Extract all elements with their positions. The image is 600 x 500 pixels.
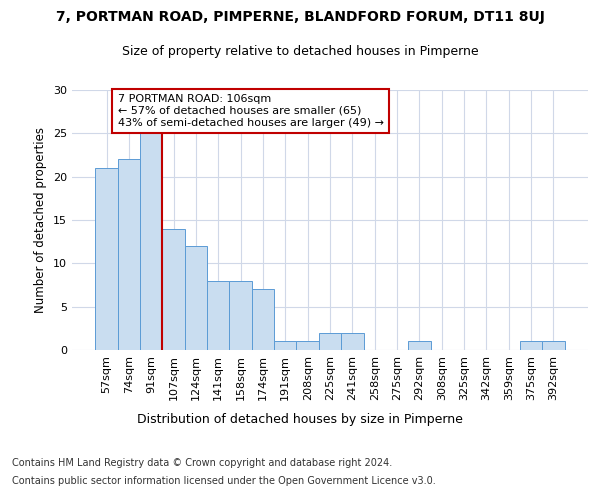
Bar xyxy=(229,280,252,350)
Bar xyxy=(185,246,207,350)
Bar xyxy=(207,280,229,350)
Text: Distribution of detached houses by size in Pimperne: Distribution of detached houses by size … xyxy=(137,412,463,426)
Text: Contains HM Land Registry data © Crown copyright and database right 2024.: Contains HM Land Registry data © Crown c… xyxy=(12,458,392,468)
Text: 7 PORTMAN ROAD: 106sqm
← 57% of detached houses are smaller (65)
43% of semi-det: 7 PORTMAN ROAD: 106sqm ← 57% of detached… xyxy=(118,94,384,128)
Bar xyxy=(408,342,431,350)
Bar xyxy=(520,342,542,350)
Bar xyxy=(252,290,274,350)
Bar xyxy=(140,134,163,350)
Bar xyxy=(118,160,140,350)
Bar xyxy=(274,342,296,350)
Text: Contains public sector information licensed under the Open Government Licence v3: Contains public sector information licen… xyxy=(12,476,436,486)
Bar xyxy=(542,342,565,350)
Bar xyxy=(296,342,319,350)
Bar xyxy=(163,228,185,350)
Bar xyxy=(95,168,118,350)
Text: 7, PORTMAN ROAD, PIMPERNE, BLANDFORD FORUM, DT11 8UJ: 7, PORTMAN ROAD, PIMPERNE, BLANDFORD FOR… xyxy=(56,10,544,24)
Bar xyxy=(319,332,341,350)
Text: Size of property relative to detached houses in Pimperne: Size of property relative to detached ho… xyxy=(122,45,478,58)
Bar xyxy=(341,332,364,350)
Y-axis label: Number of detached properties: Number of detached properties xyxy=(34,127,47,313)
